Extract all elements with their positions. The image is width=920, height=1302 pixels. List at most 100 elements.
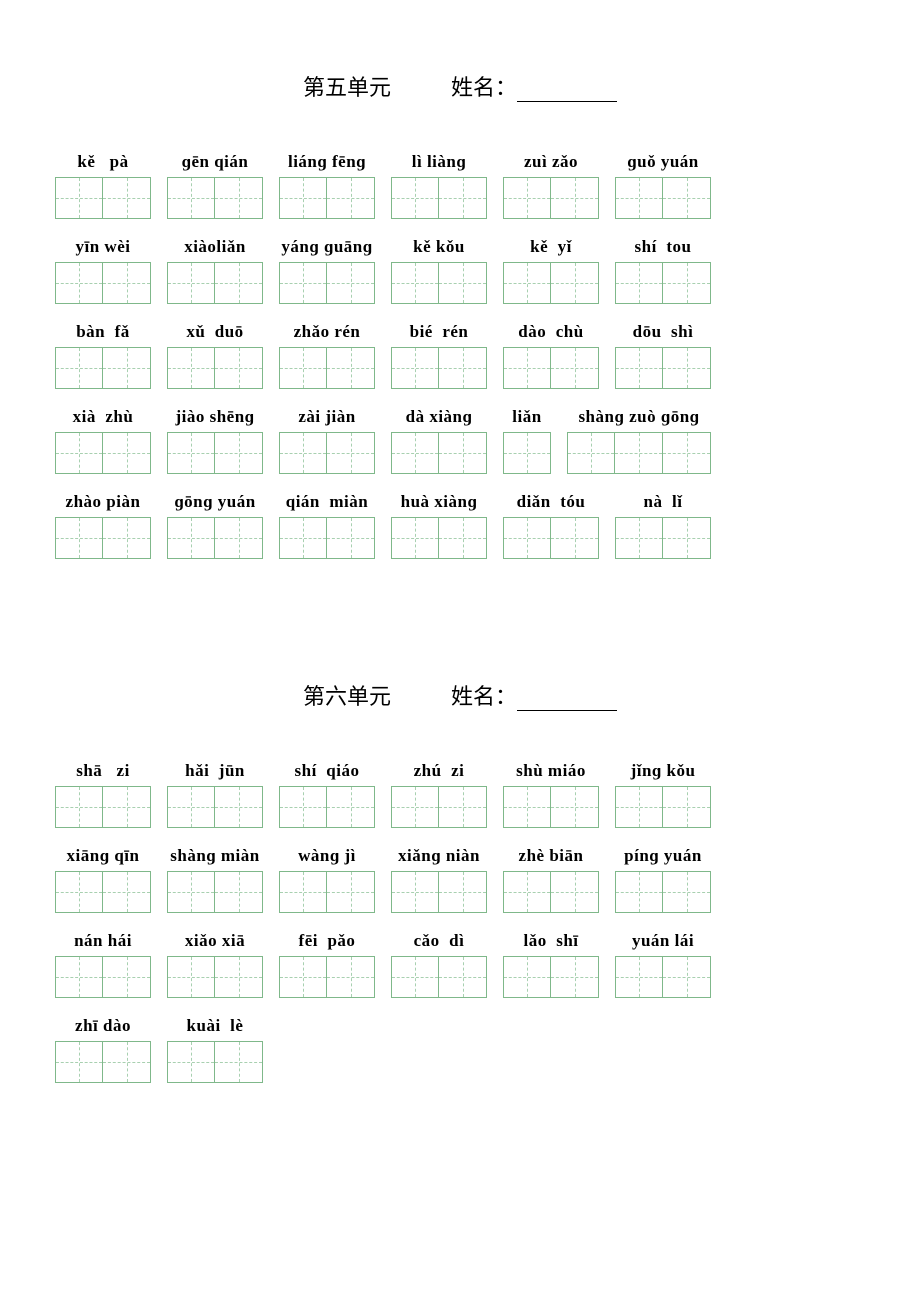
tianzige-cell[interactable] — [167, 432, 215, 474]
tianzige-cell[interactable] — [327, 177, 375, 219]
tianzige-cell[interactable] — [663, 347, 711, 389]
tianzige-cell[interactable] — [55, 1041, 103, 1083]
tianzige-cell[interactable] — [167, 871, 215, 913]
tianzige-cell[interactable] — [439, 432, 487, 474]
tianzige-cell[interactable] — [279, 786, 327, 828]
tianzige-cell[interactable] — [615, 871, 663, 913]
tianzige-cell[interactable] — [167, 1041, 215, 1083]
tianzige-cell[interactable] — [103, 517, 151, 559]
tianzige-cell[interactable] — [215, 1041, 263, 1083]
tianzige-cell[interactable] — [615, 177, 663, 219]
tianzige-cell[interactable] — [503, 517, 551, 559]
tianzige-cell[interactable] — [551, 347, 599, 389]
tianzige-cell[interactable] — [615, 347, 663, 389]
tianzige-cell[interactable] — [391, 432, 439, 474]
tianzige-cell[interactable] — [391, 347, 439, 389]
tianzige-cell[interactable] — [103, 1041, 151, 1083]
tianzige-cell[interactable] — [55, 956, 103, 998]
tianzige-cell[interactable] — [279, 347, 327, 389]
tianzige-cell[interactable] — [391, 871, 439, 913]
tianzige-cell[interactable] — [439, 871, 487, 913]
tianzige-cell[interactable] — [167, 517, 215, 559]
tianzige-cell[interactable] — [663, 956, 711, 998]
tianzige-cell[interactable] — [167, 786, 215, 828]
tianzige-cell[interactable] — [55, 262, 103, 304]
tianzige-cell[interactable] — [279, 177, 327, 219]
name-input-line[interactable] — [517, 691, 617, 711]
tianzige-cell[interactable] — [55, 177, 103, 219]
tianzige-cell[interactable] — [327, 262, 375, 304]
tianzige-cell[interactable] — [103, 432, 151, 474]
name-input-line[interactable] — [517, 82, 617, 102]
tianzige-cell[interactable] — [103, 786, 151, 828]
tianzige-cell[interactable] — [439, 786, 487, 828]
tianzige-cell[interactable] — [439, 347, 487, 389]
tianzige-cell[interactable] — [279, 956, 327, 998]
tianzige-cell[interactable] — [327, 956, 375, 998]
tianzige-cell[interactable] — [327, 871, 375, 913]
tianzige-cell[interactable] — [391, 177, 439, 219]
tianzige-cell[interactable] — [551, 786, 599, 828]
tianzige-cell[interactable] — [55, 871, 103, 913]
tianzige-cell[interactable] — [503, 262, 551, 304]
tianzige-cell[interactable] — [551, 871, 599, 913]
tianzige-cell[interactable] — [439, 517, 487, 559]
tianzige-cell[interactable] — [439, 177, 487, 219]
tianzige-cell[interactable] — [215, 432, 263, 474]
tianzige-cell[interactable] — [439, 956, 487, 998]
tianzige-cell[interactable] — [215, 956, 263, 998]
tianzige-cell[interactable] — [615, 956, 663, 998]
tianzige-cell[interactable] — [167, 262, 215, 304]
tianzige-cell[interactable] — [439, 262, 487, 304]
tianzige-cell[interactable] — [327, 432, 375, 474]
tianzige-cell[interactable] — [503, 347, 551, 389]
tianzige-cell[interactable] — [103, 177, 151, 219]
tianzige-cell[interactable] — [279, 517, 327, 559]
tianzige-cell[interactable] — [503, 786, 551, 828]
tianzige-cell[interactable] — [551, 262, 599, 304]
tianzige-cell[interactable] — [663, 262, 711, 304]
tianzige-cell[interactable] — [167, 956, 215, 998]
tianzige-cell[interactable] — [215, 871, 263, 913]
tianzige-cell[interactable] — [663, 517, 711, 559]
tianzige-cell[interactable] — [663, 871, 711, 913]
tianzige-cell[interactable] — [615, 432, 663, 474]
tianzige-cell[interactable] — [103, 262, 151, 304]
tianzige-cell[interactable] — [663, 432, 711, 474]
tianzige-cell[interactable] — [55, 347, 103, 389]
tianzige-cell[interactable] — [55, 432, 103, 474]
tianzige-cell[interactable] — [55, 517, 103, 559]
tianzige-cell[interactable] — [215, 262, 263, 304]
tianzige-cell[interactable] — [215, 347, 263, 389]
tianzige-cell[interactable] — [503, 871, 551, 913]
tianzige-cell[interactable] — [167, 347, 215, 389]
tianzige-cell[interactable] — [391, 956, 439, 998]
tianzige-cell[interactable] — [503, 177, 551, 219]
tianzige-cell[interactable] — [391, 262, 439, 304]
tianzige-cell[interactable] — [327, 786, 375, 828]
tianzige-cell[interactable] — [215, 786, 263, 828]
tianzige-cell[interactable] — [567, 432, 615, 474]
tianzige-cell[interactable] — [167, 177, 215, 219]
tianzige-cell[interactable] — [103, 956, 151, 998]
tianzige-cell[interactable] — [551, 956, 599, 998]
tianzige-cell[interactable] — [551, 177, 599, 219]
tianzige-cell[interactable] — [663, 177, 711, 219]
tianzige-cell[interactable] — [327, 347, 375, 389]
tianzige-cell[interactable] — [663, 786, 711, 828]
tianzige-cell[interactable] — [391, 786, 439, 828]
tianzige-cell[interactable] — [55, 786, 103, 828]
tianzige-cell[interactable] — [503, 956, 551, 998]
tianzige-cell[interactable] — [503, 432, 551, 474]
tianzige-cell[interactable] — [391, 517, 439, 559]
tianzige-cell[interactable] — [215, 177, 263, 219]
tianzige-cell[interactable] — [103, 347, 151, 389]
tianzige-cell[interactable] — [615, 262, 663, 304]
tianzige-cell[interactable] — [279, 262, 327, 304]
tianzige-cell[interactable] — [103, 871, 151, 913]
tianzige-cell[interactable] — [327, 517, 375, 559]
tianzige-cell[interactable] — [551, 517, 599, 559]
tianzige-cell[interactable] — [279, 871, 327, 913]
tianzige-cell[interactable] — [279, 432, 327, 474]
tianzige-cell[interactable] — [615, 517, 663, 559]
